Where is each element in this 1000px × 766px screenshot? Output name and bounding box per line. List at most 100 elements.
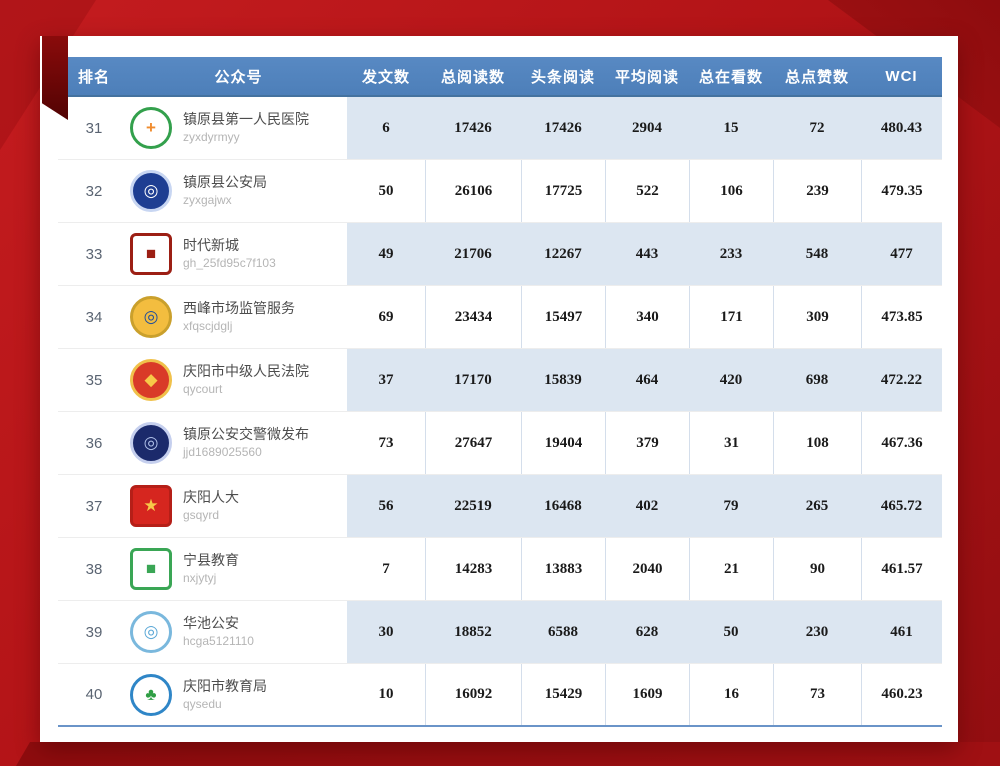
hospital-logo: + bbox=[130, 107, 172, 149]
table-row: 38 ■ 宁县教育 nxjytyj 7 14283 13883 2040 21 … bbox=[58, 538, 942, 601]
account-id: gsqyrd bbox=[183, 508, 220, 523]
account-name: 镇原县第一人民医院 bbox=[183, 111, 309, 128]
total-reads-cell: 18852 bbox=[425, 601, 521, 663]
avg-reads-cell: 443 bbox=[605, 223, 689, 285]
logo-glyph: ◎ bbox=[143, 622, 159, 641]
avg-reads-cell: 340 bbox=[605, 286, 689, 348]
total-reads-cell: 23434 bbox=[425, 286, 521, 348]
account-name: 镇原公安交警微发布 bbox=[183, 426, 309, 443]
huachi-police-shield-logo: ◎ bbox=[130, 611, 172, 653]
account-name: 时代新城 bbox=[183, 237, 239, 254]
account-name-block: 宁县教育 nxjytyj bbox=[183, 551, 239, 586]
table-row: 34 ◎ 西峰市场监管服务 xfqscjdglj 69 23434 15497 … bbox=[58, 286, 942, 349]
rank-cell: 33 bbox=[85, 245, 103, 263]
avg-reads-cell: 2040 bbox=[605, 538, 689, 600]
total-reads-cell: 14283 bbox=[425, 538, 521, 600]
total-likes-cell: 72 bbox=[773, 97, 861, 159]
posts-cell: 37 bbox=[347, 349, 425, 411]
logo-glyph: ♣ bbox=[145, 684, 157, 704]
posts-cell: 73 bbox=[378, 434, 394, 451]
wci-cell: 472.22 bbox=[861, 349, 942, 411]
ningxian-education-logo: ■ bbox=[130, 548, 172, 590]
table-row: 36 ◎ 镇原公安交警微发布 jjd1689025560 73 27647 19… bbox=[58, 412, 942, 475]
total-reads-cell: 27647 bbox=[425, 412, 521, 474]
logo-glyph: ◎ bbox=[143, 181, 159, 200]
logo-glyph: ◎ bbox=[143, 307, 159, 326]
account-name-block: 时代新城 gh_25fd95c7f103 bbox=[183, 236, 276, 271]
table-row: 39 ◎ 华池公安 hcga5121110 30 18852 6588 628 … bbox=[58, 601, 942, 664]
account-name: 庆阳人大 bbox=[183, 489, 239, 506]
total-reads-cell: 26106 bbox=[425, 160, 521, 222]
rank-cell: 32 bbox=[85, 182, 103, 200]
avg-reads-cell: 464 bbox=[605, 349, 689, 411]
avg-reads-cell: 402 bbox=[605, 475, 689, 537]
table-row: 31 + 镇原县第一人民医院 zyxdyrmyy 6 17426 17426 2… bbox=[58, 97, 942, 160]
account-id: hcga5121110 bbox=[183, 634, 254, 649]
court-emblem-logo: ◆ bbox=[130, 359, 172, 401]
total-likes-cell: 230 bbox=[773, 601, 861, 663]
total-likes-cell: 73 bbox=[773, 664, 861, 725]
total-watching-cell: 21 bbox=[689, 538, 773, 600]
total-watching-cell: 233 bbox=[689, 223, 773, 285]
account-cell: ◆ 庆阳市中级人民法院 qycourt bbox=[130, 349, 347, 411]
table-row: 37 ★ 庆阳人大 gsqyrd 56 22519 16468 402 79 2… bbox=[58, 475, 942, 538]
avg-reads-cell: 1609 bbox=[605, 664, 689, 725]
avg-reads-cell: 2904 bbox=[605, 97, 689, 159]
headline-reads-cell: 12267 bbox=[521, 223, 605, 285]
wci-cell: 461.57 bbox=[861, 538, 942, 600]
posts-cell: 56 bbox=[347, 475, 425, 537]
total-reads-cell: 22519 bbox=[425, 475, 521, 537]
account-cell: ■ 宁县教育 nxjytyj bbox=[130, 538, 347, 600]
avg-reads-cell: 628 bbox=[605, 601, 689, 663]
wci-cell: 473.85 bbox=[861, 286, 942, 348]
total-likes-cell: 108 bbox=[773, 412, 861, 474]
headline-reads-cell: 17426 bbox=[521, 97, 605, 159]
rank-cell: 39 bbox=[85, 623, 103, 641]
headline-reads-cell: 6588 bbox=[521, 601, 605, 663]
total-watching-cell: 31 bbox=[689, 412, 773, 474]
column-header-headline-reads: 头条阅读 bbox=[530, 68, 595, 86]
wci-cell: 480.43 bbox=[861, 97, 942, 159]
rank-cell: 40 bbox=[85, 686, 103, 703]
total-watching-cell: 171 bbox=[689, 286, 773, 348]
account-cell: + 镇原县第一人民医院 zyxdyrmyy bbox=[130, 97, 347, 159]
account-name-block: 庆阳市教育局 qysedu bbox=[183, 677, 267, 712]
total-likes-cell: 239 bbox=[773, 160, 861, 222]
column-header-total-likes: 总点赞数 bbox=[784, 68, 849, 86]
total-likes-cell: 548 bbox=[773, 223, 861, 285]
logo-glyph: ◆ bbox=[144, 370, 158, 389]
table-row: 35 ◆ 庆阳市中级人民法院 qycourt 37 17170 15839 46… bbox=[58, 349, 942, 412]
account-cell: ◎ 镇原县公安局 zyxgajwx bbox=[130, 160, 347, 222]
headline-reads-cell: 16468 bbox=[521, 475, 605, 537]
account-cell: ◎ 镇原公安交警微发布 jjd1689025560 bbox=[130, 412, 347, 474]
total-reads-cell: 16092 bbox=[425, 664, 521, 725]
bottom-accent-band bbox=[16, 742, 1000, 766]
posts-cell: 69 bbox=[378, 308, 394, 325]
posts-cell: 30 bbox=[347, 601, 425, 663]
account-name: 宁县教育 bbox=[183, 552, 239, 569]
total-watching-cell: 106 bbox=[689, 160, 773, 222]
column-header-rank: 排名 bbox=[77, 68, 110, 86]
traffic-police-logo: ◎ bbox=[130, 422, 172, 464]
account-name: 西峰市场监管服务 bbox=[183, 300, 295, 317]
posts-cell: 6 bbox=[347, 97, 425, 159]
headline-reads-cell: 17725 bbox=[521, 160, 605, 222]
logo-glyph: ◎ bbox=[143, 433, 159, 452]
market-regulation-badge-logo: ◎ bbox=[130, 296, 172, 338]
table-row: 40 ♣ 庆阳市教育局 qysedu 10 16092 15429 1609 1… bbox=[58, 664, 942, 727]
table-body: 31 + 镇原县第一人民医院 zyxdyrmyy 6 17426 17426 2… bbox=[58, 97, 942, 727]
account-cell: ◎ 西峰市场监管服务 xfqscjdglj bbox=[130, 286, 347, 348]
logo-glyph: ■ bbox=[145, 559, 157, 578]
account-cell: ★ 庆阳人大 gsqyrd bbox=[130, 475, 347, 537]
account-name-block: 西峰市场监管服务 xfqscjdglj bbox=[183, 299, 295, 334]
account-name-block: 镇原县公安局 zyxgajwx bbox=[183, 173, 267, 208]
total-likes-cell: 698 bbox=[773, 349, 861, 411]
rank-cell: 34 bbox=[85, 308, 103, 326]
peoples-congress-logo: ★ bbox=[130, 485, 172, 527]
column-header-wci: WCI bbox=[885, 67, 918, 85]
ranking-card: 排名 公众号 发文数 总阅读数 头条阅读 平均阅读 总在看数 总点赞数 WCI … bbox=[40, 36, 958, 742]
account-id: zyxgajwx bbox=[183, 193, 232, 208]
account-id: qycourt bbox=[183, 382, 223, 397]
account-name: 镇原县公安局 bbox=[183, 174, 267, 191]
posts-cell: 50 bbox=[378, 182, 394, 199]
